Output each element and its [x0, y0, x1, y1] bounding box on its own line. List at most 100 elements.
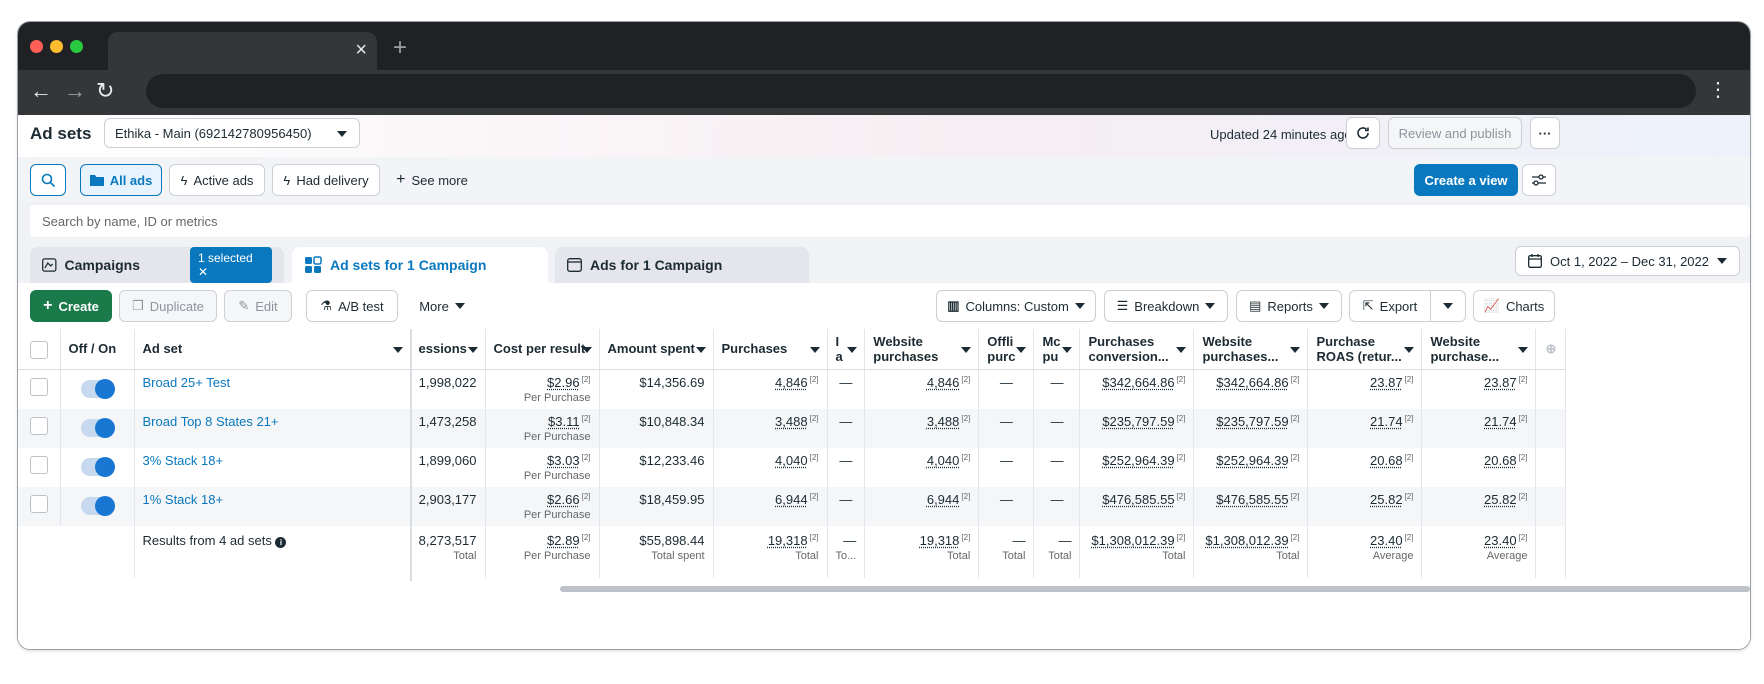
export-menu-button[interactable]	[1430, 290, 1466, 322]
charts-button[interactable]: 📈 Charts	[1473, 290, 1555, 322]
cell-purchases: 6,944 [2]	[713, 486, 828, 526]
delivery-toggle[interactable]	[81, 378, 115, 399]
close-window-icon[interactable]	[30, 40, 43, 53]
col-cost-per-result[interactable]: Cost per result	[485, 329, 600, 370]
col-impressions[interactable]: essions	[410, 329, 486, 370]
sliders-icon	[1532, 174, 1546, 186]
table-row[interactable]: 1% Stack 18+ 2,903,177 $2.66 [2] Per Purchas…	[18, 486, 1567, 526]
browser-menu-icon[interactable]: ⋮	[1708, 79, 1728, 101]
row-checkbox[interactable]	[29, 494, 48, 513]
chevron-down-icon	[454, 303, 465, 309]
toggle-cell[interactable]	[60, 486, 135, 526]
close-tab-icon[interactable]: ×	[355, 39, 367, 61]
select-all-checkbox[interactable]	[29, 341, 48, 360]
col-web-roas[interactable]: Website purchase...	[1421, 329, 1537, 370]
col-mobile[interactable]: Mc pu	[1033, 329, 1081, 370]
adset-name-cell[interactable]: 1% Stack 18+	[134, 486, 411, 526]
ab-test-label: A/B test	[338, 298, 384, 314]
ad-icon	[567, 258, 582, 272]
columns-dropdown[interactable]: ▥ Columns: Custom	[936, 290, 1096, 322]
row-checkbox[interactable]	[29, 416, 48, 435]
col-purchases[interactable]: Purchases	[713, 329, 828, 370]
footnote-marker: [2]	[1404, 491, 1414, 501]
address-bar[interactable]	[146, 74, 1696, 108]
adset-name-link[interactable]: 1% Stack 18+	[142, 491, 224, 507]
cell-value: —	[839, 491, 853, 507]
ab-test-button[interactable]: ⚗ A/B test	[306, 290, 398, 322]
adset-name-link[interactable]: Broad Top 8 States 21+	[142, 413, 279, 429]
view-settings-button[interactable]	[1522, 164, 1556, 196]
table-row[interactable]: Broad 25+ Test 1,998,022 $2.96 [2] Per Purch…	[18, 369, 1567, 409]
account-selector[interactable]: Ethika - Main (692142780956450)	[104, 118, 360, 148]
col-conv-value[interactable]: Purchases conversion...	[1079, 329, 1195, 370]
reports-dropdown[interactable]: ▤ Reports	[1236, 290, 1342, 322]
search-input[interactable]: Search by name, ID or metrics	[30, 205, 1750, 237]
row-checkbox-cell[interactable]	[18, 447, 61, 487]
footnote-marker: [2]	[1176, 491, 1186, 501]
adset-name-link[interactable]: 3% Stack 18+	[142, 452, 224, 468]
select-all-header[interactable]	[18, 329, 61, 370]
more-dropdown[interactable]: More	[408, 290, 476, 322]
row-checkbox[interactable]	[29, 455, 48, 474]
refresh-button[interactable]	[1346, 117, 1380, 149]
info-icon[interactable]: i	[275, 536, 287, 548]
toggle-cell[interactable]	[60, 369, 135, 409]
delivery-toggle[interactable]	[81, 456, 115, 477]
adset-name-cell[interactable]: 3% Stack 18+	[134, 447, 411, 487]
table-row[interactable]: 3% Stack 18+ 1,899,060 $3.03 [2] Per Purchas…	[18, 447, 1567, 487]
cell-web-purchases: 6,944 [2]	[864, 486, 980, 526]
edit-button[interactable]: ✎ Edit	[224, 290, 292, 322]
tab-campaigns[interactable]: Campaigns 1 selected ✕	[30, 247, 284, 283]
col-off-on[interactable]: Off / On	[60, 329, 135, 370]
col-i[interactable]: I a	[827, 329, 866, 370]
duplicate-button[interactable]: ❐ Duplicate	[119, 290, 217, 322]
add-column-button[interactable]: ⊕	[1535, 329, 1567, 370]
col-adset[interactable]: Ad set	[134, 329, 411, 370]
breakdown-dropdown[interactable]: ☰ Breakdown	[1104, 290, 1228, 322]
col-amount-spent[interactable]: Amount spent	[599, 329, 714, 370]
col-roas[interactable]: Purchase ROAS (retur...	[1307, 329, 1423, 370]
cell-sub: Per Purchase	[523, 469, 591, 482]
row-checkbox-cell[interactable]	[18, 486, 61, 526]
minimize-window-icon[interactable]	[50, 40, 63, 53]
create-button[interactable]: + Create	[30, 290, 112, 322]
toggle-cell[interactable]	[60, 408, 135, 448]
table-row[interactable]: Broad Top 8 States 21+ 1,473,258 $3.11 [2] P…	[18, 408, 1567, 448]
review-publish-button[interactable]: Review and publish	[1388, 117, 1522, 149]
toggle-cell[interactable]	[60, 447, 135, 487]
row-checkbox-cell[interactable]	[18, 369, 61, 409]
folder-icon	[89, 175, 104, 186]
row-checkbox[interactable]	[29, 377, 48, 396]
forward-arrow-icon[interactable]: →	[64, 78, 86, 103]
row-checkbox-cell[interactable]	[18, 408, 61, 448]
back-arrow-icon[interactable]: ←	[30, 78, 52, 103]
reload-icon[interactable]: ↻	[96, 78, 115, 103]
col-web-value[interactable]: Website purchases...	[1193, 329, 1309, 370]
adset-name-cell[interactable]: Broad 25+ Test	[134, 369, 411, 409]
tab-ads[interactable]: Ads for 1 Campaign	[555, 247, 809, 283]
totals-web-roas-sub: Average	[1486, 549, 1528, 562]
delivery-toggle[interactable]	[81, 417, 115, 438]
selected-badge[interactable]: 1 selected ✕	[190, 247, 272, 283]
tab-adsets[interactable]: Ad sets for 1 Campaign	[292, 247, 548, 283]
create-view-button[interactable]: Create a view	[1414, 164, 1518, 196]
horizontal-scrollbar[interactable]	[560, 586, 1750, 592]
search-button[interactable]	[30, 164, 66, 196]
more-options-button[interactable]: ···	[1530, 117, 1560, 149]
new-tab-icon[interactable]: +	[393, 34, 408, 61]
footnote-marker: [2]	[961, 374, 971, 384]
adset-name-link[interactable]: Broad 25+ Test	[142, 374, 231, 390]
delivery-toggle[interactable]	[81, 495, 115, 516]
maximize-window-icon[interactable]	[70, 40, 83, 53]
footnote-marker: [2]	[1404, 452, 1414, 462]
all-ads-filter[interactable]: All ads	[80, 164, 162, 196]
col-website-purchases[interactable]: Website purchases	[864, 329, 980, 370]
export-button[interactable]: ⇱ Export	[1349, 290, 1431, 322]
browser-tab[interactable]: ×	[108, 32, 377, 70]
adset-name-cell[interactable]: Broad Top 8 States 21+	[134, 408, 411, 448]
col-offline[interactable]: Offli purc	[978, 329, 1035, 370]
active-ads-filter[interactable]: ϟ Active ads	[169, 164, 265, 196]
date-range-picker[interactable]: Oct 1, 2022 – Dec 31, 2022	[1515, 246, 1740, 276]
had-delivery-filter[interactable]: ϟ Had delivery	[272, 164, 380, 196]
see-more-button[interactable]: + See more	[390, 164, 474, 196]
